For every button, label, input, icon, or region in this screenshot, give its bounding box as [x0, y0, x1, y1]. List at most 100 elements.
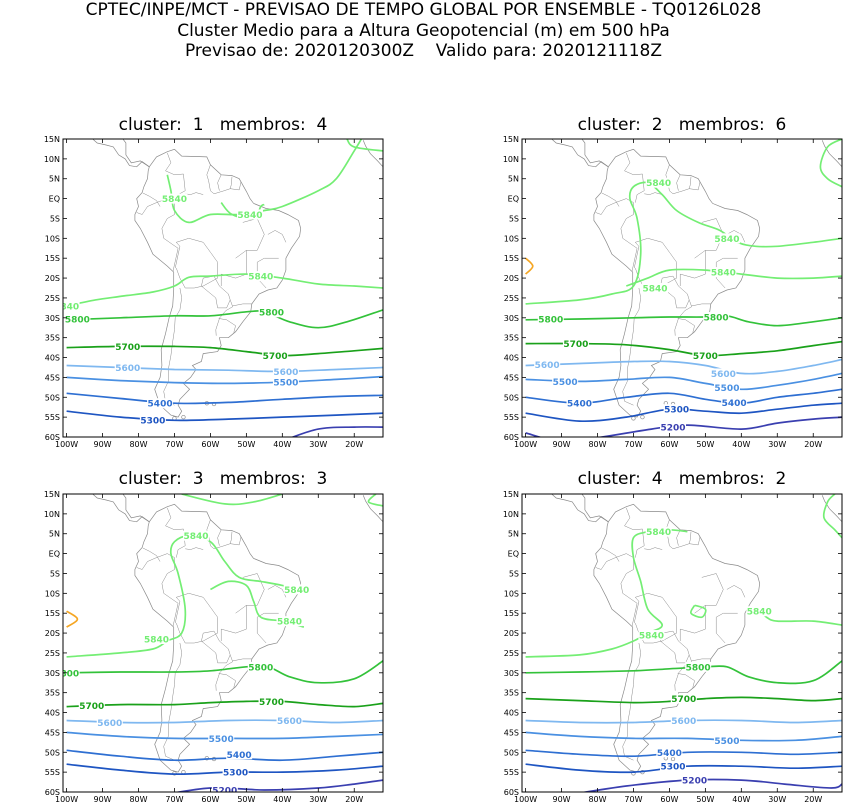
contour-label: 5300 — [660, 763, 685, 773]
country-border — [601, 547, 620, 562]
lat-tick-label: 40S — [45, 709, 60, 718]
contour-5600 — [66, 364, 383, 373]
contour-label: 5700 — [259, 698, 284, 708]
contour-label-bg — [226, 749, 253, 760]
contour-label: 5600 — [535, 361, 560, 371]
lat-tick-label: 40S — [45, 354, 60, 363]
lon-tick-label: 60W — [201, 440, 219, 449]
lat-tick-label: 15N — [44, 490, 60, 499]
country-border — [163, 642, 182, 761]
country-border — [595, 198, 638, 272]
lon-tick-label: 30W — [309, 795, 327, 803]
contour-label-bg — [710, 267, 737, 278]
country-border — [644, 192, 663, 195]
contour-label: 5400 — [657, 749, 682, 759]
coastline — [122, 494, 150, 523]
contour-label-bg — [114, 362, 141, 373]
contour-label: 5800 — [259, 309, 284, 319]
contour-label: 5700 — [263, 352, 288, 362]
country-border — [624, 152, 645, 203]
country-border — [218, 654, 234, 675]
contour-5400 — [525, 388, 842, 405]
lat-tick-label: 50S — [504, 393, 519, 402]
contour-label-bg — [283, 584, 310, 595]
lon-tick-label: 30W — [768, 795, 786, 803]
coastlines — [551, 494, 842, 776]
contour-5300 — [66, 410, 383, 422]
axis-ticks: 15N10N5NEQ5S10S15S20S25S30S35S40S45S50S5… — [44, 135, 383, 449]
contour-5500 — [525, 372, 842, 391]
contour-label: 5840 — [711, 269, 736, 279]
country-border — [633, 593, 677, 644]
contour-label-bg — [276, 616, 303, 627]
contour-label: 5200 — [212, 787, 237, 797]
country-border — [715, 257, 738, 289]
coastlines — [92, 139, 383, 421]
panel-title: cluster: 2 membros: 6 — [578, 115, 787, 135]
lon-tick-label: 90W — [553, 795, 571, 803]
country-border — [622, 287, 641, 406]
contour-label: 5700 — [563, 340, 588, 350]
contour-label: 5800 — [65, 315, 90, 325]
contour-label-bg — [562, 338, 589, 349]
contour-label: 5840 — [144, 636, 169, 646]
lon-tick-label: 100W — [55, 440, 78, 449]
lat-tick-label: 60S — [504, 788, 519, 797]
contour-5200 — [525, 416, 842, 437]
contour-label: 5600 — [711, 370, 736, 380]
contour-5840 — [525, 181, 842, 305]
lat-tick-label: 25S — [45, 649, 60, 658]
contour-label-bg — [139, 414, 166, 425]
lon-tick-label: 50W — [237, 440, 255, 449]
contour-label-bg — [262, 350, 289, 361]
contour-label: 5500 — [553, 378, 578, 388]
lat-tick-label: 5N — [508, 175, 519, 184]
country-border — [206, 164, 242, 195]
lon-tick-label: 80W — [129, 795, 147, 803]
contour-label-bg — [534, 359, 561, 370]
lat-tick-label: 10N — [503, 510, 519, 519]
coastline — [362, 140, 383, 168]
lon-tick-label: 100W — [514, 440, 537, 449]
contour-label: 5500 — [209, 735, 234, 745]
coastline — [581, 494, 609, 523]
contour-label: 5400 — [567, 400, 592, 410]
contour-label-bg — [114, 341, 141, 352]
lat-tick-label: 50S — [45, 748, 60, 757]
coastline — [593, 503, 761, 773]
lon-tick-label: 70W — [165, 440, 183, 449]
contour-label-bg — [78, 700, 105, 711]
contour-label: 5700 — [79, 702, 104, 712]
contour-5200 — [580, 778, 842, 792]
lat-tick-label: 55S — [45, 768, 60, 777]
lon-tick-label: 20W — [345, 795, 363, 803]
contour-5840 — [367, 494, 383, 507]
country-border — [185, 547, 204, 550]
lat-tick-label: 45S — [45, 373, 60, 382]
lat-tick-label: 30S — [504, 314, 519, 323]
contour-label: 5600 — [115, 364, 140, 374]
contour-label-bg — [692, 350, 719, 361]
country-border — [676, 174, 681, 191]
contour-label: 5840 — [162, 195, 187, 205]
contour-label-bg — [645, 177, 672, 188]
contour-label-bg — [276, 715, 303, 726]
contour-5840 — [66, 273, 383, 307]
country-border — [256, 612, 279, 644]
country-border — [688, 531, 692, 544]
panel-title: cluster: 1 membros: 4 — [119, 115, 328, 135]
forecast-date-label: Previsao de: 2020120300Z — [184, 41, 415, 61]
lat-tick-label: 10N — [44, 155, 60, 164]
country-border — [726, 230, 746, 243]
contour-label-bg — [208, 733, 235, 744]
contour-label-bg — [147, 398, 174, 409]
map-frame — [62, 493, 384, 793]
lat-tick-label: 15S — [45, 609, 60, 618]
contour-label: 5840 — [237, 211, 262, 221]
country-border — [715, 612, 738, 644]
contour-label: 5400 — [148, 400, 173, 410]
lat-tick-label: 10N — [44, 510, 60, 519]
lat-tick-label: 15N — [503, 135, 519, 144]
contour-label: 5200 — [660, 424, 685, 434]
lat-tick-label: 15N — [44, 135, 60, 144]
